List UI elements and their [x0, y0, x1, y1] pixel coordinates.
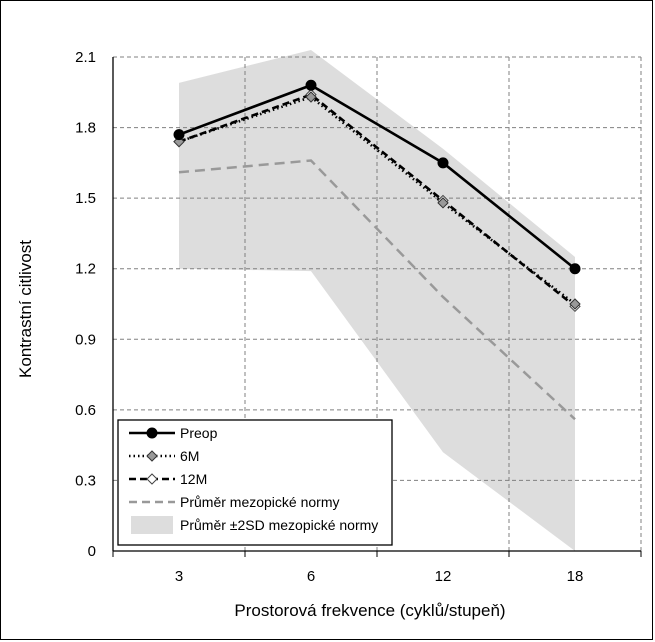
point-marker	[569, 263, 581, 275]
legend-label: 6M	[180, 448, 199, 464]
x-tick-labels: 3 6 12 18	[175, 568, 584, 585]
legend-label: Průměr ±2SD mezopické normy	[180, 517, 378, 533]
y-tick-labels: 0 0.3 0.6 0.9 1.2 1.5 1.8 2.1	[75, 49, 96, 560]
point-marker	[305, 91, 317, 103]
y-tick-label: 2.1	[75, 49, 96, 66]
legend-swatch	[131, 516, 173, 534]
x-tick-label: 12	[435, 568, 452, 585]
point-marker	[569, 298, 581, 310]
y-tick-label: 1.5	[75, 190, 96, 207]
y-tick-label: 0.9	[75, 331, 96, 348]
series-line	[178, 83, 576, 270]
point-marker	[173, 129, 185, 141]
y-tick-label: 0.3	[75, 472, 96, 489]
x-tick-label: 3	[175, 568, 183, 585]
y-tick-label: 0.6	[75, 402, 96, 419]
sd-band-area	[179, 49, 575, 551]
series-0	[173, 79, 581, 275]
point-marker	[146, 473, 158, 485]
legend-label: 12M	[180, 471, 207, 487]
x-axis-title: Prostorová frekvence (cyklů/stupeň)	[234, 601, 505, 620]
point-marker	[437, 157, 449, 169]
series-line	[178, 159, 576, 421]
series-line	[178, 93, 576, 308]
point-marker	[437, 197, 449, 209]
series-3	[178, 159, 576, 421]
legend-items: Preop 6M 12M Průměr mezopické normy Průměr ±…	[129, 425, 378, 534]
x-tick-label: 18	[567, 568, 584, 585]
legend-label: Preop	[180, 425, 218, 441]
legend-item: Preop	[129, 425, 218, 441]
x-tick-label: 6	[307, 568, 315, 585]
y-axis-title: Kontrastní citlivost	[16, 240, 35, 378]
y-tick-label: 1.2	[75, 261, 96, 278]
band-layer	[179, 49, 575, 551]
series-layer	[173, 79, 581, 421]
legend-item: Průměr mezopické normy	[129, 494, 340, 510]
point-marker	[305, 79, 317, 91]
point-marker	[146, 450, 158, 462]
axis-layer	[112, 57, 642, 557]
legend-item: 6M	[129, 448, 199, 464]
y-tick-label: 1.8	[75, 120, 96, 137]
legend: Preop 6M 12M Průměr mezopické normy Průměr ±…	[117, 419, 393, 546]
y-tick-label: 0	[88, 543, 96, 560]
point-marker	[146, 427, 158, 439]
series-line	[178, 95, 576, 306]
legend-item: Průměr ±2SD mezopické normy	[131, 516, 378, 534]
legend-label: Průměr mezopické normy	[180, 494, 340, 510]
legend-item: 12M	[129, 471, 207, 487]
